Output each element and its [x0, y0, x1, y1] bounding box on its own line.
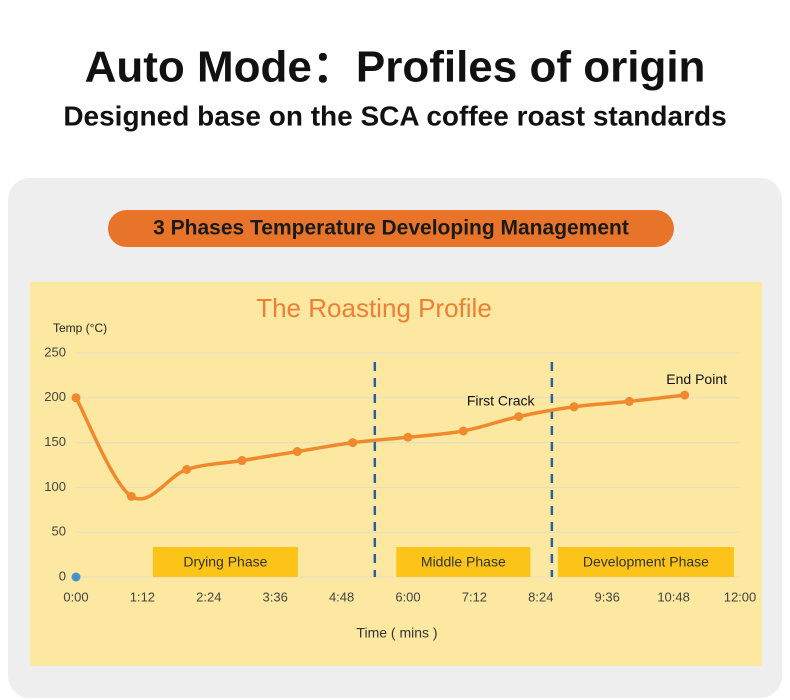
point [237, 456, 247, 466]
x-tick-label: 3:36 [263, 589, 288, 604]
y-tick-label: 0 [59, 568, 66, 583]
badge-text: 3 Phases Temperature Developing Manageme… [153, 217, 629, 240]
phase-label: Development Phase [583, 554, 709, 570]
y-tick-label: 150 [44, 434, 66, 449]
phase-box [557, 547, 734, 577]
point [348, 438, 358, 448]
origin-dot [71, 572, 81, 582]
x-tick-label: 2:24 [196, 589, 221, 604]
point [680, 390, 690, 400]
point [292, 447, 302, 457]
phase-box [152, 547, 298, 577]
x-tick-label: 1:12 [130, 589, 155, 604]
phase-label: Drying Phase [183, 554, 267, 570]
x-tick-label: 12:00 [724, 589, 757, 604]
chart-area [30, 282, 762, 666]
x-tick-label: 10:48 [657, 589, 690, 604]
phase-label: Middle Phase [421, 554, 506, 570]
x-axis-label: Time ( mins ) [356, 625, 437, 641]
x-tick-label: 7:12 [462, 589, 487, 604]
y-axis-label: Temp (°C) [53, 321, 107, 335]
x-tick-label: 6:00 [395, 589, 420, 604]
point [569, 402, 579, 412]
chart-title: The Roasting Profile [256, 293, 492, 323]
subtitle: Designed base on the SCA coffee roast st… [63, 100, 726, 131]
y-tick-label: 200 [44, 389, 66, 404]
point [624, 396, 634, 406]
y-tick-label: 50 [52, 524, 66, 539]
point [514, 412, 524, 422]
title: Auto Mode：Profiles of origin [85, 43, 706, 92]
x-tick-label: 0:00 [63, 589, 88, 604]
point [126, 491, 136, 501]
point [182, 464, 192, 474]
y-tick-label: 250 [44, 344, 66, 359]
y-tick-label: 100 [44, 479, 66, 494]
point [458, 426, 468, 436]
point [403, 432, 413, 442]
annotation: First Crack [467, 392, 536, 408]
x-tick-label: 8:24 [528, 589, 553, 604]
point [71, 393, 81, 403]
x-tick-label: 4:48 [329, 589, 354, 604]
badge [108, 210, 674, 247]
x-tick-label: 9:36 [595, 589, 620, 604]
annotation: End Point [666, 371, 727, 387]
phase-box [396, 547, 531, 577]
